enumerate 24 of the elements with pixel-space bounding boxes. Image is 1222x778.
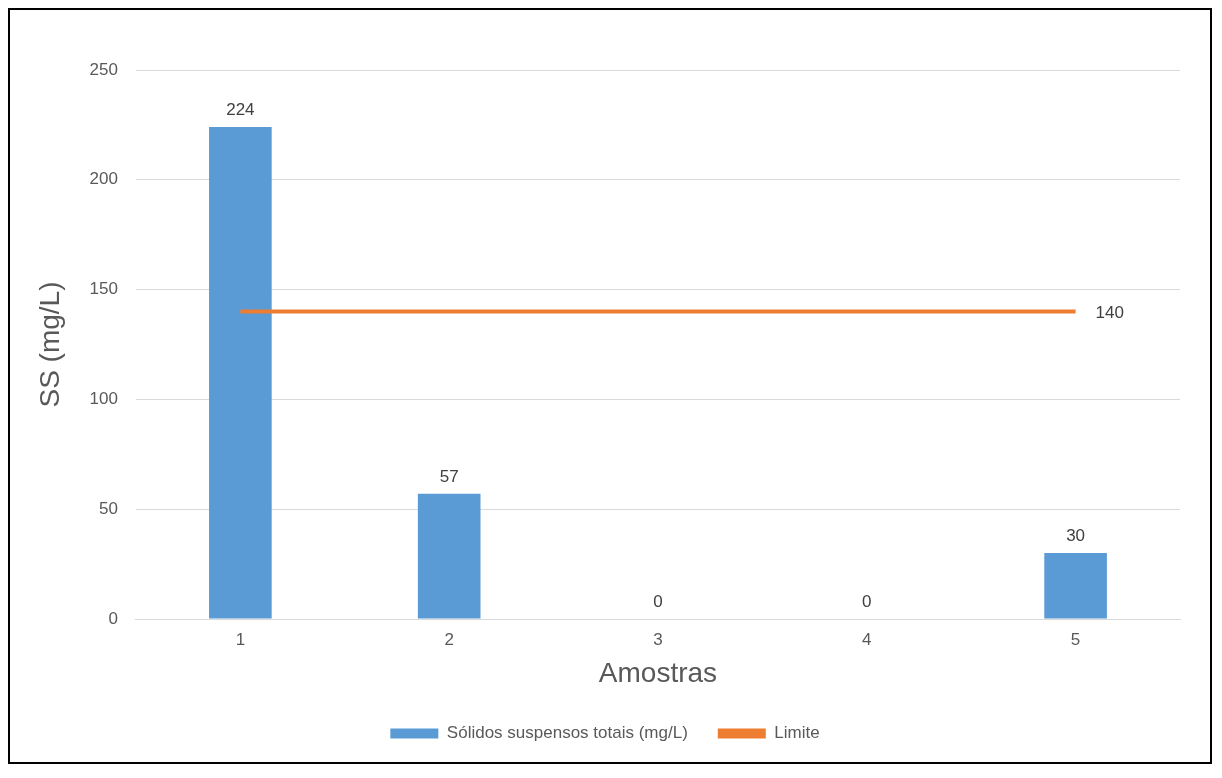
bar: [209, 127, 272, 619]
y-tick-label: 0: [108, 608, 118, 628]
data-label: 0: [862, 592, 872, 612]
data-label: 224: [226, 100, 255, 120]
data-label: 0: [653, 592, 663, 612]
y-tick-label: 100: [89, 389, 118, 409]
y-tick-label: 150: [89, 279, 118, 299]
x-tick-label: 3: [653, 629, 663, 649]
x-tick-label: 1: [235, 629, 246, 649]
bar: [1044, 553, 1107, 619]
y-tick-label: 50: [99, 498, 118, 518]
y-tick-label: 250: [89, 59, 118, 79]
data-label: 140: [1095, 303, 1124, 323]
x-tick-label: 2: [444, 629, 454, 649]
x-tick-label: 4: [862, 629, 872, 649]
data-label: 57: [439, 467, 459, 487]
x-axis-title: Amostras: [598, 656, 718, 688]
legend-label: Sólidos suspensos totais (mg/L): [446, 723, 688, 743]
data-label: 30: [1066, 526, 1086, 546]
y-tick-label: 200: [89, 169, 118, 189]
legend-label: Limite: [774, 723, 820, 743]
x-tick-label: 5: [1070, 629, 1081, 649]
y-axis-title: SS (mg/L): [33, 281, 65, 408]
bar: [417, 493, 481, 619]
